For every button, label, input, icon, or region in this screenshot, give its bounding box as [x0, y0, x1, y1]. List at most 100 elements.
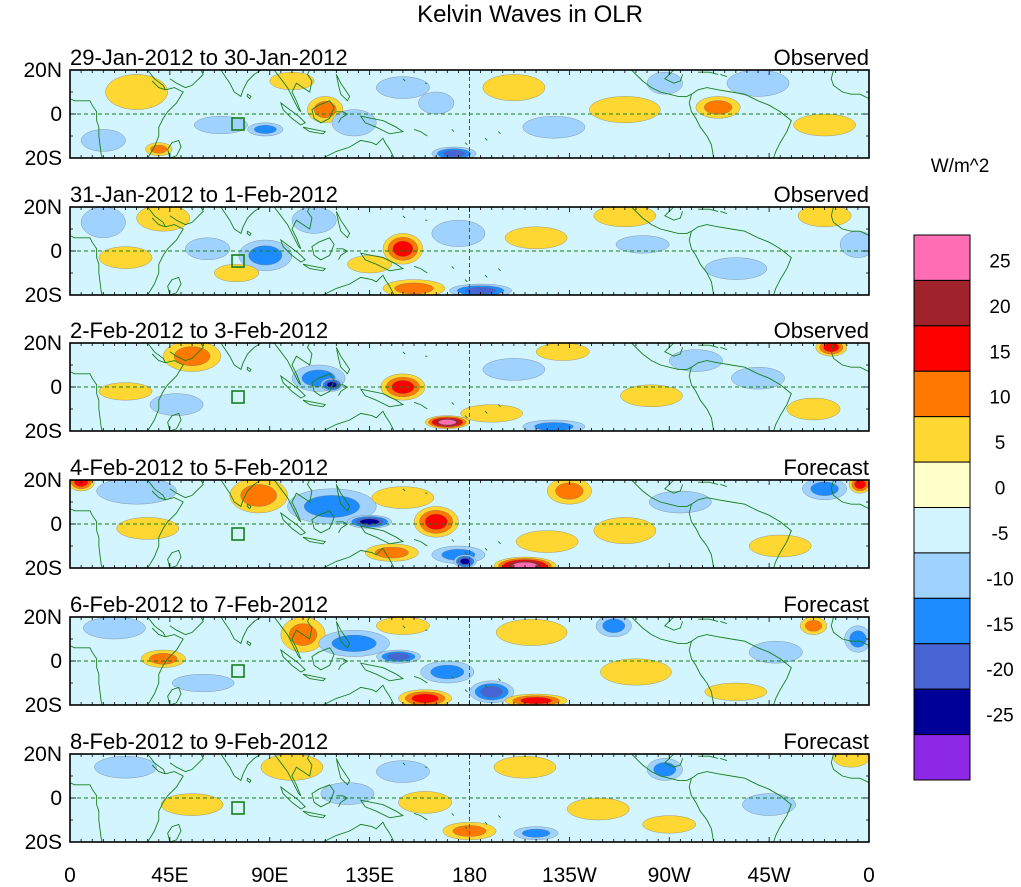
anomaly-contour [620, 384, 683, 407]
colorbar-swatch [913, 325, 971, 372]
map-panel: 20N 0 20S 2-Feb-2012 to 3-Feb-2012 Observed [23, 318, 870, 443]
anomaly-contour [136, 207, 190, 232]
colorbar-label: -10 [986, 569, 1013, 590]
anomaly-contour [371, 486, 435, 509]
anomaly-contour [555, 482, 584, 500]
olr-anomaly-field [70, 207, 869, 295]
colorbar-label: 0 [995, 479, 1006, 500]
colorbar-label: -20 [986, 660, 1013, 681]
lat-label: 20S [25, 147, 62, 170]
anomaly-contour [398, 791, 452, 814]
colorbar-label: 5 [995, 433, 1006, 454]
anomaly-contour [431, 220, 486, 247]
lat-label: 0 [50, 513, 62, 536]
lon-label: 0 [64, 864, 76, 887]
anomaly-contour [98, 382, 153, 401]
anomaly-contour [240, 484, 277, 507]
colorbar-swatch [913, 279, 971, 327]
anomaly-contour [615, 235, 670, 254]
colorbar-label: 10 [989, 388, 1010, 409]
anomaly-contour [480, 686, 503, 698]
lon-label: 90W [648, 864, 691, 887]
anomaly-contour [805, 620, 822, 632]
anomaly-contour [482, 74, 546, 101]
anomaly-contour [376, 76, 430, 99]
anomaly-contour [482, 358, 546, 381]
anomaly-contour [149, 393, 204, 416]
panels: 20N 0 20S 29-Jan-2012 to 30-Jan-2012 Observe… [23, 45, 870, 854]
panel-period: 6-Feb-2012 to 7-Feb-2012 [70, 592, 328, 617]
anomaly-contour [522, 828, 551, 838]
anomaly-contour [387, 653, 410, 661]
olr-anomaly-field [70, 617, 869, 705]
lat-label: 20N [23, 743, 62, 766]
anomaly-contour [411, 693, 439, 703]
longitude-axis: 0 45E 90E 135E 180 135W 90W 45W 0 [64, 864, 875, 887]
anomaly-contour [94, 756, 157, 779]
anomaly-contour [392, 240, 414, 257]
colorbar-label: 20 [989, 297, 1010, 318]
colorbar-label: -15 [986, 615, 1013, 636]
lat-label: 20N [23, 332, 62, 355]
panel-status: Forecast [783, 592, 869, 617]
panel-period: 8-Feb-2012 to 9-Feb-2012 [70, 729, 328, 754]
region-box [231, 390, 245, 404]
lat-label: 0 [50, 650, 62, 673]
colorbar-units: W/m^2 [931, 156, 990, 177]
anomaly-contour [742, 793, 796, 816]
anomaly-contour [424, 513, 448, 530]
figure-title: Kelvin Waves in OLR [417, 1, 643, 28]
anomaly-contour [105, 74, 168, 110]
lat-label: 0 [50, 103, 62, 126]
anomaly-contour [254, 125, 277, 134]
anomaly-contour [600, 658, 672, 686]
lat-label: 20N [23, 606, 62, 629]
colorbar-label: 25 [989, 251, 1010, 272]
anomaly-contour [593, 207, 657, 227]
colorbar-swatch [913, 552, 971, 599]
anomaly-contour [418, 91, 455, 115]
lat-label: 20S [25, 557, 62, 580]
anomaly-contour [593, 517, 657, 544]
anomaly-contour [704, 257, 768, 280]
anomaly-contour [786, 397, 841, 421]
lon-label: 45W [748, 864, 791, 887]
anomaly-contour [320, 782, 375, 805]
map-panel: 20N 0 20S 31-Jan-2012 to 1-Feb-2012 Observed [23, 182, 870, 307]
anomaly-contour [438, 419, 457, 425]
anomaly-contour [504, 226, 568, 249]
anomaly-contour [793, 113, 856, 137]
panel-period: 31-Jan-2012 to 1-Feb-2012 [70, 182, 338, 207]
colorbar-swatch [913, 734, 971, 781]
anomaly-contour [375, 546, 409, 559]
panel-status: Observed [774, 182, 869, 207]
colorbar-swatch [913, 643, 971, 690]
anomaly-contour [602, 618, 626, 633]
anomaly-contour [810, 481, 839, 496]
colorbar-label: 15 [989, 342, 1010, 363]
map-panel: 20N 0 20S 8-Feb-2012 to 9-Feb-2012 Forecast [23, 729, 870, 854]
map-panel: 20N 0 20S 4-Feb-2012 to 5-Feb-2012 Forecast [23, 455, 870, 580]
lat-label: 0 [50, 787, 62, 810]
anomaly-contour [248, 245, 283, 266]
lon-label: 135W [542, 864, 597, 887]
lat-label: 20S [25, 694, 62, 717]
anomaly-contour [194, 116, 248, 134]
anomaly-contour [331, 109, 377, 137]
colorbar-swatch [913, 416, 971, 463]
anomaly-contour [173, 346, 211, 366]
colorbar-swatch [913, 688, 971, 736]
anomaly-contour [589, 96, 661, 123]
lat-label: 0 [50, 376, 62, 399]
anomaly-contour [748, 641, 803, 664]
olr-anomaly-field [70, 480, 869, 568]
colorbar-label: -25 [986, 706, 1013, 727]
anomaly-contour [80, 207, 126, 238]
panel-status: Forecast [783, 455, 869, 480]
anomaly-contour [642, 815, 697, 834]
anomaly-contour [535, 343, 590, 361]
anomaly-contour [359, 518, 380, 525]
panel-status: Forecast [783, 729, 869, 754]
anomaly-contour [171, 674, 235, 692]
anomaly-contour [149, 653, 178, 665]
